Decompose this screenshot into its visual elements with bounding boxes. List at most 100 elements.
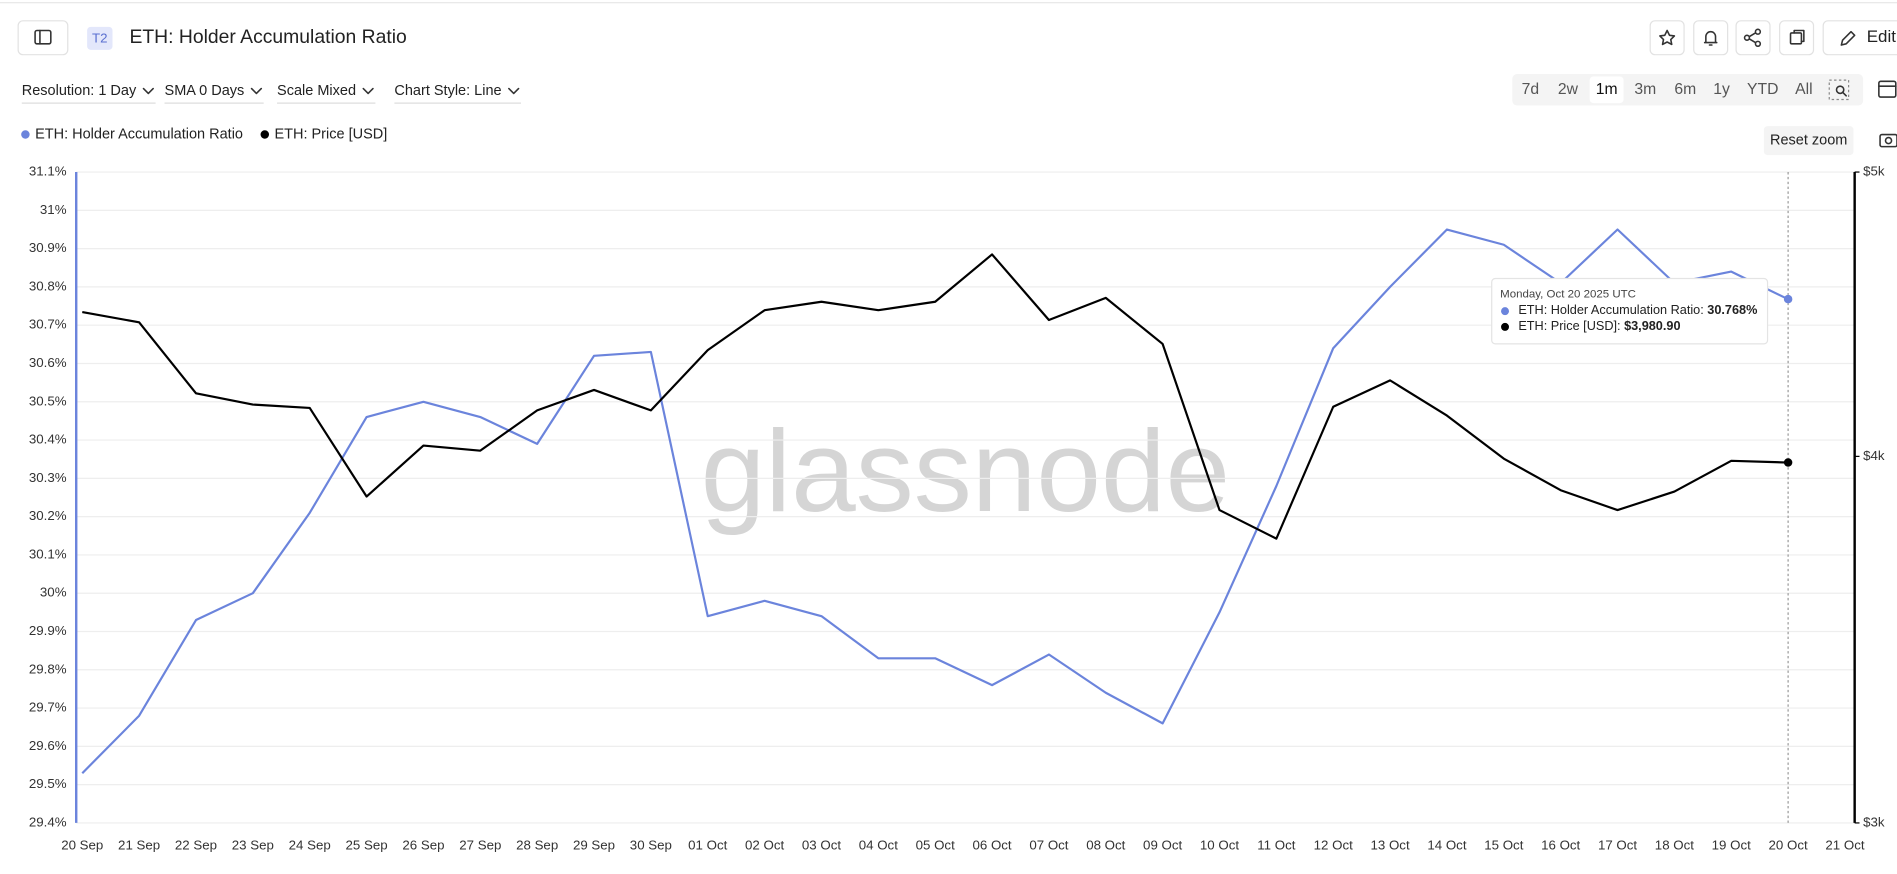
range-button[interactable]: 1y	[1713, 81, 1730, 98]
legend-marker	[21, 130, 30, 139]
x-tick-label: 12 Oct	[1314, 837, 1353, 852]
tooltip-marker	[1501, 307, 1510, 316]
y2-tick-label: $4k	[1863, 448, 1885, 463]
hover-point	[1783, 458, 1793, 467]
y-tick-label: 30.9%	[29, 240, 67, 255]
range-button[interactable]: 2w	[1558, 81, 1579, 98]
x-tick-label: 11 Oct	[1257, 837, 1295, 852]
x-tick-label: 21 Sep	[118, 837, 160, 852]
x-tick-label: 26 Sep	[402, 837, 444, 852]
star-button[interactable]	[1649, 20, 1685, 56]
x-tick-label: 09 Oct	[1143, 837, 1182, 852]
x-tick-label: 20 Oct	[1769, 837, 1808, 852]
x-tick-label: 27 Sep	[459, 837, 501, 852]
x-tick-label: 08 Oct	[1086, 837, 1125, 852]
x-tick-label: 14 Oct	[1427, 837, 1466, 852]
badge: T2	[92, 30, 108, 45]
range-label: 1m	[1596, 81, 1618, 98]
y2-tick-label: $5k	[1863, 164, 1885, 179]
y-tick-label: 29.5%	[29, 776, 67, 791]
x-tick-label: 29 Sep	[573, 837, 615, 852]
tooltip-date: Monday, Oct 20 2025 UTC	[1500, 288, 1636, 300]
range-label: 1y	[1713, 81, 1730, 98]
y-tick-label: 29.7%	[29, 700, 67, 715]
option-dropdown[interactable]: Scale Mixed	[277, 83, 376, 104]
x-tick-label: 03 Oct	[802, 837, 841, 852]
option-label: Chart Style: Line	[394, 83, 501, 99]
range-button[interactable]: YTD	[1747, 81, 1778, 98]
reset-zoom-button[interactable]: Reset zoom	[1763, 126, 1854, 156]
y-tick-label: 30.3%	[29, 470, 67, 485]
range-button[interactable]: 3m	[1634, 81, 1656, 98]
x-tick-label: 15 Oct	[1484, 837, 1523, 852]
tooltip-item: ETH: Price [USD]: $3,980.90	[1518, 319, 1680, 333]
x-tick-label: 22 Sep	[175, 837, 217, 852]
y-tick-label: 30.5%	[29, 393, 67, 408]
y-tick-label: 30.4%	[29, 432, 67, 447]
range-label: 3m	[1634, 81, 1656, 98]
y-tick-label: 31.1%	[29, 164, 67, 179]
watermark: glassnode	[701, 406, 1230, 536]
x-tick-label: 17 Oct	[1598, 837, 1637, 852]
y2-tick-label: $3k	[1863, 814, 1885, 829]
tooltip-box	[1491, 277, 1769, 345]
option-label: Scale Mixed	[277, 83, 356, 99]
range-active	[1589, 76, 1624, 104]
series-line	[82, 253, 1789, 540]
y-tick-label: 29.6%	[29, 738, 67, 753]
range-label: 2w	[1558, 81, 1579, 98]
y-tick-label: 30.1%	[29, 546, 67, 561]
share-button[interactable]	[1735, 20, 1771, 56]
edit-button[interactable]: Edit	[1822, 20, 1897, 56]
chevron	[508, 87, 520, 95]
tooltip-item: ETH: Holder Accumulation Ratio: 30.768%	[1518, 304, 1757, 318]
tooltip-value: 30.768%	[1707, 304, 1757, 318]
calendar-button[interactable]	[1878, 80, 1897, 98]
copy-button[interactable]	[1779, 20, 1815, 56]
x-tick-label: 10 Oct	[1200, 837, 1239, 852]
title: ETH: Holder Accumulation Ratio	[129, 26, 406, 48]
x-tick-label: 28 Sep	[516, 837, 558, 852]
chevron	[142, 87, 154, 95]
badge-bg	[87, 26, 113, 50]
x-tick-label: 18 Oct	[1655, 837, 1694, 852]
range-button[interactable]: 7d	[1522, 81, 1539, 98]
x-tick-label: 13 Oct	[1370, 837, 1409, 852]
zoom-select-button[interactable]	[1828, 79, 1850, 101]
x-tick-label: 02 Oct	[745, 837, 784, 852]
option-label: Resolution: 1 Day	[22, 83, 137, 99]
range-label: 7d	[1522, 81, 1539, 98]
tooltip-value: $3,980.90	[1624, 319, 1680, 333]
screenshot-button[interactable]	[1879, 133, 1897, 148]
y-tick-label: 29.4%	[29, 814, 67, 829]
tooltip: Monday, Oct 20 2025 UTC ETH: Holder Accum…	[1491, 277, 1769, 345]
x-tick-label: 25 Sep	[345, 837, 387, 852]
x-tick-label: 04 Oct	[859, 837, 898, 852]
x-tick-label: 24 Sep	[289, 837, 331, 852]
y-tick-label: 30.7%	[29, 317, 67, 332]
y-tick-label: 29.9%	[29, 623, 67, 638]
x-tick-label: 20 Sep	[61, 837, 103, 852]
range-button[interactable]: 1m	[1589, 76, 1624, 104]
range-button[interactable]: All	[1795, 81, 1812, 98]
x-tick-label: 19 Oct	[1712, 837, 1751, 852]
x-tick-label: 05 Oct	[916, 837, 955, 852]
series-line	[81, 228, 1789, 774]
sidebar-toggle[interactable]	[17, 20, 69, 56]
option-dropdown[interactable]: SMA 0 Days	[164, 83, 264, 104]
x-tick-label: 06 Oct	[972, 837, 1011, 852]
range-label: YTD	[1747, 81, 1778, 98]
x-tick-label: 07 Oct	[1029, 837, 1068, 852]
legend-label: ETH: Price [USD]	[274, 126, 387, 142]
range-label: All	[1795, 81, 1812, 98]
alert-button[interactable]	[1693, 20, 1729, 56]
y-tick-label: 31%	[40, 202, 67, 217]
legend-label: ETH: Holder Accumulation Ratio	[35, 126, 243, 142]
edit-label: Edit	[1867, 27, 1896, 46]
chevron	[362, 87, 374, 95]
x-tick-label: 01 Oct	[688, 837, 727, 852]
option-dropdown[interactable]: Chart Style: Line	[394, 83, 521, 104]
range-button[interactable]: 6m	[1674, 81, 1696, 98]
option-dropdown[interactable]: Resolution: 1 Day	[22, 83, 156, 104]
